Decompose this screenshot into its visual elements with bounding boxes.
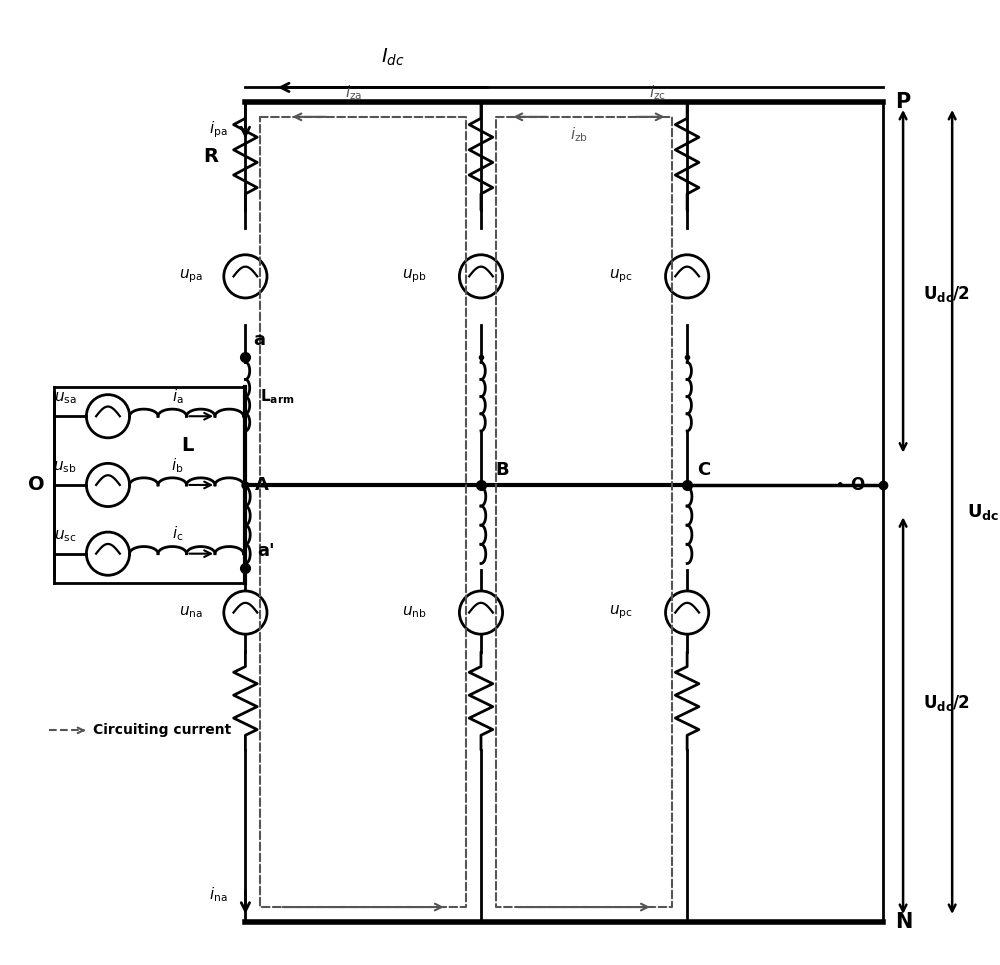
Text: $i_{\mathrm{b}}$: $i_{\mathrm{b}}$: [171, 456, 184, 475]
Text: a': a': [257, 541, 275, 560]
Text: $u_{\mathrm{sc}}$: $u_{\mathrm{sc}}$: [54, 528, 77, 544]
Text: $\mathbf{L_{arm}}$: $\mathbf{L_{arm}}$: [260, 387, 295, 406]
Text: $u_{\mathrm{pc}}$: $u_{\mathrm{pc}}$: [609, 267, 633, 286]
Text: $u_{\mathrm{na}}$: $u_{\mathrm{na}}$: [179, 605, 203, 620]
Text: $u_{\mathrm{pa}}$: $u_{\mathrm{pa}}$: [179, 267, 203, 286]
Text: $i_{\mathrm{zc}}$: $i_{\mathrm{zc}}$: [649, 83, 666, 101]
Text: $i_{\mathrm{na}}$: $i_{\mathrm{na}}$: [209, 885, 228, 903]
Text: B: B: [496, 461, 509, 480]
Text: $u_{\mathrm{pb}}$: $u_{\mathrm{pb}}$: [402, 267, 427, 286]
Text: $u_{\mathrm{sb}}$: $u_{\mathrm{sb}}$: [53, 459, 77, 475]
Text: C: C: [697, 461, 710, 480]
Text: $i_{\mathrm{a}}$: $i_{\mathrm{a}}$: [172, 387, 184, 406]
Text: Circuiting current: Circuiting current: [93, 724, 232, 737]
Text: $\bullet$ O: $\bullet$ O: [834, 476, 866, 494]
Text: $\mathbf{U_{dc}/2}$: $\mathbf{U_{dc}/2}$: [923, 284, 970, 304]
Text: $u_{\mathrm{nb}}$: $u_{\mathrm{nb}}$: [402, 605, 427, 620]
Text: N: N: [895, 912, 913, 932]
Text: $i_{\mathrm{pa}}$: $i_{\mathrm{pa}}$: [209, 120, 228, 140]
Text: $i_{\mathrm{za}}$: $i_{\mathrm{za}}$: [345, 83, 362, 101]
Text: $u_{\mathrm{sa}}$: $u_{\mathrm{sa}}$: [54, 391, 77, 406]
Text: A: A: [255, 476, 269, 494]
Text: $\mathbf{U_{dc}/2}$: $\mathbf{U_{dc}/2}$: [923, 694, 970, 713]
Text: $I_{dc}$: $I_{dc}$: [381, 46, 405, 68]
Text: P: P: [895, 92, 910, 112]
Text: R: R: [204, 147, 219, 166]
Text: L: L: [181, 436, 194, 455]
Text: $\mathbf{U_{dc}}$: $\mathbf{U_{dc}}$: [967, 502, 999, 522]
Text: $i_{\mathrm{zb}}$: $i_{\mathrm{zb}}$: [570, 125, 588, 144]
Text: $i_{\mathrm{c}}$: $i_{\mathrm{c}}$: [172, 525, 183, 543]
Text: a: a: [253, 331, 265, 348]
Text: $u_{\mathrm{pc}}$: $u_{\mathrm{pc}}$: [609, 604, 633, 621]
Text: O: O: [28, 476, 44, 494]
